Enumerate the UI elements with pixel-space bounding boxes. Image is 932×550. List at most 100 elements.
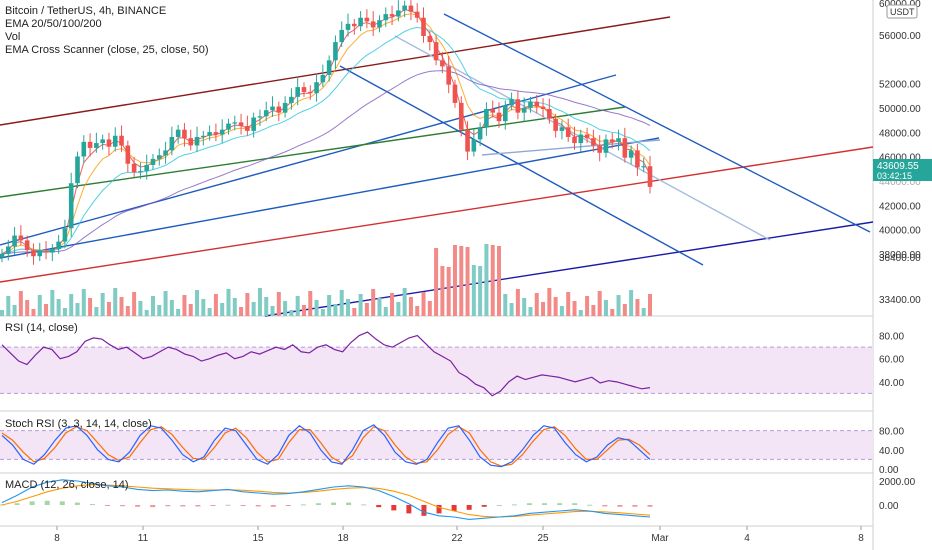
candle-body: [578, 134, 584, 144]
volume-bar: [515, 289, 520, 316]
candle-body: [119, 135, 124, 146]
macd-histogram-bar: [104, 505, 110, 506]
x-tick-label: 18: [337, 533, 349, 544]
volume-bar: [25, 300, 30, 316]
candle-body: [301, 87, 307, 92]
candle-body: [213, 132, 219, 135]
volume-bar: [314, 300, 319, 316]
volume-bar: [94, 307, 99, 316]
indicator-ema-cross[interactable]: EMA Cross Scanner (close, 25, close, 50): [5, 44, 209, 56]
candle-body: [276, 106, 282, 113]
candle-body: [18, 235, 24, 241]
candle-body: [364, 17, 370, 22]
candle-body: [628, 150, 634, 158]
volume-bar: [585, 296, 590, 316]
volume-bar: [251, 302, 256, 316]
volume-bar: [364, 303, 369, 316]
volume-bar: [207, 308, 212, 316]
macd-histogram-bar: [647, 505, 653, 507]
rsi-tick-label: 80.00: [879, 332, 904, 343]
candle-body: [452, 84, 458, 103]
volume-bar: [415, 306, 420, 316]
indicator-ema[interactable]: EMA 20/50/100/200: [5, 18, 102, 30]
candle-body: [484, 109, 489, 128]
trendline-falling-bottom: [339, 65, 704, 266]
candle-body: [175, 129, 181, 137]
candle-body: [421, 17, 426, 36]
trendline-channel-mid: [0, 74, 617, 246]
volume-bar: [553, 297, 558, 316]
candle-body: [559, 127, 565, 131]
price-tick-label: 52000.00: [879, 80, 921, 91]
candle-body: [144, 164, 149, 172]
volume-bar: [427, 301, 432, 316]
volume-bar: [301, 305, 306, 316]
volume-bar: [6, 296, 11, 316]
volume-bar: [490, 245, 495, 316]
trendline-channel-top: [0, 16, 671, 126]
volume-bar: [44, 304, 49, 316]
stoch-k-line: [1, 424, 651, 468]
rsi-tick-label: 40.00: [879, 378, 904, 389]
x-tick-label: 22: [451, 533, 463, 544]
candle-body: [333, 42, 338, 61]
volume-bar: [308, 291, 313, 316]
candle-body: [194, 136, 200, 146]
volume-bar: [622, 304, 627, 316]
volume-bar: [182, 295, 187, 316]
volume-bar: [534, 293, 539, 316]
volume-bar: [371, 289, 376, 316]
macd-histogram-bar: [135, 505, 141, 507]
x-tick-label: 8: [54, 533, 60, 544]
volume-bar: [327, 295, 332, 316]
macd-histogram-bar: [29, 501, 35, 505]
stoch-tick-label: 40.00: [879, 446, 904, 457]
volume-bar: [50, 290, 55, 316]
volume-bar: [201, 299, 206, 316]
macd-histogram-bar: [496, 505, 502, 506]
volume-bar: [358, 294, 363, 316]
stoch-tick-label: 80.00: [879, 427, 904, 438]
candle-body: [131, 163, 137, 173]
x-tick-label: 25: [537, 533, 549, 544]
price-tick-label: 50000.00: [879, 104, 921, 115]
volume-bar: [213, 294, 218, 316]
volume-bar: [333, 304, 338, 316]
indicator-vol[interactable]: Vol: [5, 31, 21, 43]
candle-body: [609, 139, 615, 142]
volume-bar: [144, 310, 149, 316]
currency-label: USDT: [890, 7, 915, 17]
volume-bar: [629, 290, 634, 316]
volume-bar: [125, 306, 130, 316]
candle-body: [201, 135, 206, 137]
candle-body: [87, 141, 93, 148]
volume-bar: [559, 306, 564, 316]
candle-body: [565, 127, 571, 137]
rsi-title: RSI (14, close): [5, 322, 78, 334]
price-tick-label: 46000.00: [879, 153, 921, 164]
candle-body: [641, 166, 647, 168]
volume-bar: [257, 288, 262, 316]
candle-body: [358, 17, 363, 27]
macd-histogram-bar: [89, 504, 95, 506]
candle-body: [446, 66, 451, 85]
volume-bar: [226, 289, 231, 316]
volume-bar: [616, 295, 621, 316]
volume-bar: [31, 309, 36, 316]
countdown-label: 03:42:15: [877, 171, 912, 181]
volume-bar: [100, 293, 105, 316]
volume-bar: [239, 307, 244, 316]
candle-body: [257, 116, 263, 118]
ema-100-line: [1, 26, 651, 255]
candle-body: [112, 135, 118, 147]
volume-bar: [440, 266, 445, 316]
volume-bar: [18, 291, 23, 316]
volume-bar: [346, 299, 351, 316]
macd-histogram-bar: [331, 502, 337, 505]
volume-bar: [157, 305, 162, 316]
volume-bar: [484, 244, 489, 316]
price-tick-label: 38000.00: [879, 250, 921, 261]
macd-histogram-bar: [14, 503, 20, 505]
